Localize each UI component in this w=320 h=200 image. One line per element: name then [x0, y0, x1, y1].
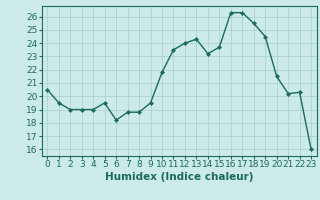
X-axis label: Humidex (Indice chaleur): Humidex (Indice chaleur) — [105, 172, 253, 182]
